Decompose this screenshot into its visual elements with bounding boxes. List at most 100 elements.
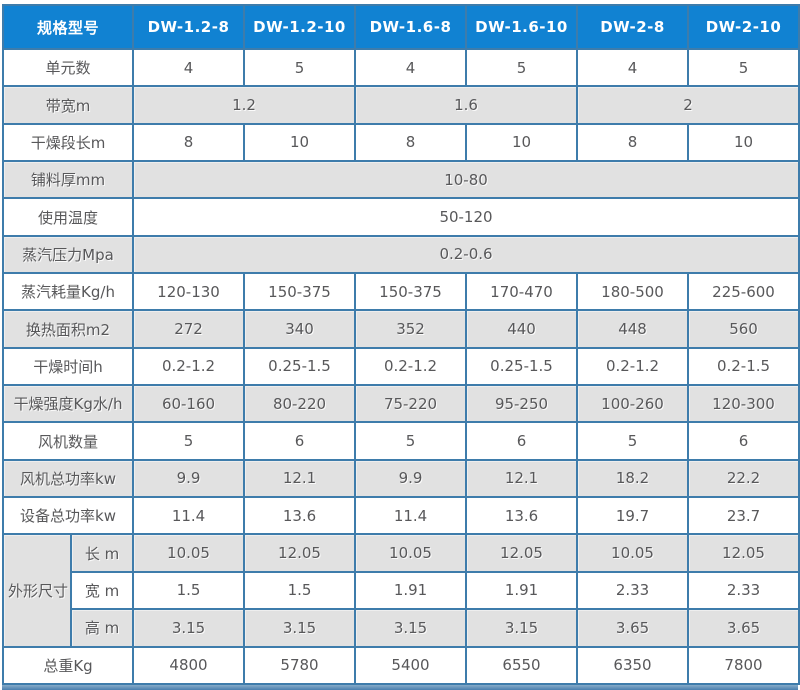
row-label: 铺料厚mm: [1, 160, 135, 200]
model-header: DW-2-8: [576, 4, 690, 50]
value-cell: 0.2-1.5: [687, 346, 800, 387]
row-material-thickness: 铺料厚mm 10-80: [1, 160, 800, 200]
value-cell: 5: [576, 421, 690, 461]
value-cell: 448: [576, 309, 690, 349]
value-cell: 170-470: [465, 272, 579, 312]
value-cell: 3.15: [465, 608, 579, 648]
value-cell: 10: [687, 122, 800, 163]
row-label: 单元数: [1, 47, 135, 88]
value-cell: 13.6: [243, 496, 357, 536]
row-steam-consumption: 蒸汽耗量Kg/h 120-130 150-375 150-375 170-470…: [1, 272, 800, 312]
value-cell: 11.4: [132, 496, 246, 536]
row-label: 风机总功率kw: [1, 458, 135, 499]
value-cell: 95-250: [465, 384, 579, 424]
value-cell: 2.33: [576, 570, 690, 611]
value-cell: 1.5: [132, 570, 246, 611]
value-cell: 10.05: [132, 533, 246, 573]
row-fan-power: 风机总功率kw 9.9 12.1 9.9 12.1 18.2 22.2: [1, 458, 800, 499]
value-cell: 150-375: [243, 272, 357, 312]
value-cell: 5: [354, 421, 468, 461]
value-cell: 75-220: [354, 384, 468, 424]
value-cell: 19.7: [576, 496, 690, 536]
model-header: DW-1.2-8: [132, 4, 246, 50]
row-label: 蒸汽压力Mpa: [1, 234, 135, 275]
dimensions-group-label: 外形尺寸: [2, 533, 72, 648]
value-cell: 13.6: [465, 496, 579, 536]
row-section-length: 干燥段长m 8 10 8 10 8 10: [1, 122, 800, 163]
value-cell: 10-80: [132, 160, 800, 200]
model-header: DW-1.6-10: [465, 4, 579, 50]
value-cell: 6: [243, 421, 357, 461]
value-cell: 0.25-1.5: [465, 346, 579, 387]
value-cell: 6550: [465, 645, 579, 685]
value-cell: 3.15: [354, 608, 468, 648]
row-heat-area: 换热面积m2 272 340 352 440 448 560: [1, 309, 800, 349]
value-cell: 272: [132, 309, 246, 349]
value-cell: 12.1: [465, 458, 579, 499]
value-cell: 60-160: [132, 384, 246, 424]
value-cell: 22.2: [687, 458, 800, 499]
row-steam-pressure: 蒸汽压力Mpa 0.2-0.6: [1, 234, 800, 275]
value-cell: 5: [132, 421, 246, 461]
header-row: 规格型号 DW-1.2-8 DW-1.2-10 DW-1.6-8 DW-1.6-…: [1, 4, 800, 50]
row-label: 使用温度: [1, 197, 135, 237]
row-belt-width: 带宽m 1.2 1.6 2: [1, 85, 800, 125]
value-cell: 11.4: [354, 496, 468, 536]
value-cell: 12.05: [243, 533, 357, 573]
value-cell: 23.7: [687, 496, 800, 536]
value-cell: 0.2-1.2: [354, 346, 468, 387]
value-cell: 50-120: [132, 197, 800, 237]
value-cell: 6: [687, 421, 800, 461]
value-cell: 80-220: [243, 384, 357, 424]
value-cell: 12.1: [243, 458, 357, 499]
value-cell: 6: [465, 421, 579, 461]
value-cell: 9.9: [132, 458, 246, 499]
row-label: 蒸汽耗量Kg/h: [1, 272, 135, 312]
value-cell: 12.05: [465, 533, 579, 573]
row-label: 带宽m: [1, 85, 135, 125]
value-cell: 225-600: [687, 272, 800, 312]
value-cell: 150-375: [354, 272, 468, 312]
row-fan-count: 风机数量 5 6 5 6 5 6: [1, 421, 800, 461]
value-cell: 8: [132, 122, 246, 163]
value-cell: 5780: [243, 645, 357, 685]
value-cell: 5: [687, 47, 800, 88]
row-label: 干燥强度Kg水/h: [1, 384, 135, 424]
row-label: 总重Kg: [1, 645, 135, 685]
value-cell: 3.65: [576, 608, 690, 648]
value-cell: 1.2: [132, 85, 357, 125]
value-cell: 7800: [687, 645, 800, 685]
row-total-power: 设备总功率kw 11.4 13.6 11.4 13.6 19.7 23.7: [1, 496, 800, 536]
value-cell: 5400: [354, 645, 468, 685]
row-unit-count: 单元数 4 5 4 5 4 5: [1, 47, 800, 88]
value-cell: 9.9: [354, 458, 468, 499]
model-header: DW-1.6-8: [354, 4, 468, 50]
row-label: 换热面积m2: [1, 309, 135, 349]
model-header: DW-2-10: [687, 4, 800, 50]
value-cell: 120-130: [132, 272, 246, 312]
value-cell: 12.05: [687, 533, 800, 573]
bottom-border-strip: [2, 685, 798, 690]
value-cell: 3.15: [132, 608, 246, 648]
row-label: 设备总功率kw: [1, 496, 135, 536]
row-dimension-length: 外形尺寸 长 m 10.05 12.05 10.05 12.05 10.05 1…: [2, 533, 800, 648]
value-cell: 8: [354, 122, 468, 163]
value-cell: 10.05: [576, 533, 690, 573]
value-cell: 10: [465, 122, 579, 163]
value-cell: 440: [465, 309, 579, 349]
row-label: 宽 m: [69, 570, 135, 611]
row-dimension-height: 高 m 3.15 3.15 3.15 3.15 3.65 3.65: [3, 608, 800, 648]
value-cell: 5: [465, 47, 579, 88]
value-cell: 560: [687, 309, 800, 349]
value-cell: 1.5: [243, 570, 357, 611]
value-cell: 120-300: [687, 384, 800, 424]
value-cell: 2.33: [687, 570, 800, 611]
value-cell: 3.65: [687, 608, 800, 648]
value-cell: 5: [243, 47, 357, 88]
value-cell: 180-500: [576, 272, 690, 312]
row-dimension-width: 宽 m 1.5 1.5 1.91 1.91 2.33 2.33: [3, 570, 800, 611]
row-label: 高 m: [69, 608, 135, 648]
value-cell: 4800: [132, 645, 246, 685]
value-cell: 8: [576, 122, 690, 163]
